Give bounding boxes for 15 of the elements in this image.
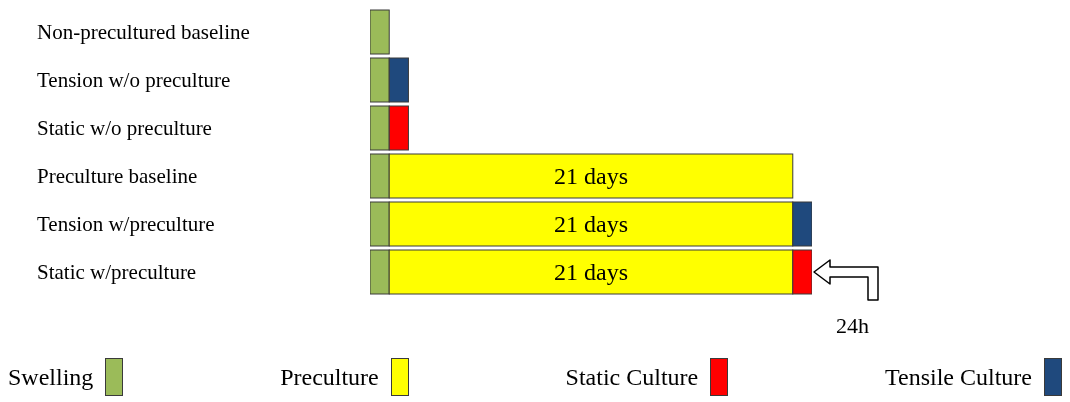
y-tick-label: Tension w/o preculture bbox=[37, 68, 231, 92]
data-label: 21 days bbox=[554, 259, 628, 285]
legend-label: Swelling bbox=[8, 363, 94, 391]
legend-label: Static Culture bbox=[565, 363, 699, 391]
y-tick-label: Preculture baseline bbox=[37, 164, 198, 188]
data-label: 21 days bbox=[554, 163, 628, 189]
y-tick-label: Non-precultured baseline bbox=[37, 20, 250, 44]
legend-label: Preculture bbox=[280, 363, 379, 391]
text: 24h bbox=[836, 313, 869, 338]
bar bbox=[370, 9, 390, 55]
legend-label: Tensile Culture bbox=[885, 363, 1032, 391]
y-tick-label: Static w/o preculture bbox=[37, 116, 212, 140]
y-tick-label: Static w/preculture bbox=[37, 260, 197, 284]
data-label: 21 days bbox=[554, 211, 628, 237]
y-tick-label: Tension w/preculture bbox=[37, 212, 215, 236]
